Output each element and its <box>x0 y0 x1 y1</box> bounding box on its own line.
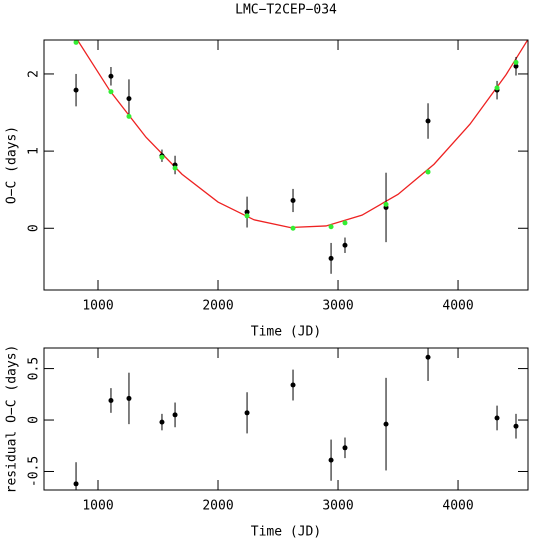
point <box>290 382 296 388</box>
point <box>328 457 334 463</box>
y-tick-label: 0 <box>27 224 42 232</box>
point <box>328 224 334 230</box>
point <box>425 118 431 124</box>
point <box>244 213 250 219</box>
axes-frame <box>43 347 529 491</box>
y-axis-label: O−C (days) <box>5 126 20 204</box>
x-tick-label: 3000 <box>322 299 353 314</box>
point <box>244 410 250 416</box>
x-tick-label: 3000 <box>322 499 353 514</box>
point <box>425 354 431 360</box>
point <box>494 85 500 91</box>
point <box>126 96 132 102</box>
x-tick-label: 4000 <box>442 299 473 314</box>
y-tick-label: 2 <box>27 70 42 78</box>
x-tick-label: 2000 <box>202 499 233 514</box>
y-tick-label: 0.5 <box>27 357 42 380</box>
plot-area <box>73 348 519 490</box>
y-tick-label: 0 <box>27 416 42 424</box>
y-axis-label: residual O−C (days) <box>5 345 20 494</box>
point <box>108 73 114 79</box>
point <box>108 397 114 403</box>
y-tick-label: 1 <box>27 147 42 155</box>
x-tick-label: 2000 <box>202 299 233 314</box>
x-tick-label: 1000 <box>82 299 113 314</box>
point <box>126 395 132 401</box>
point <box>425 169 431 175</box>
point <box>513 59 519 65</box>
point <box>73 87 79 93</box>
plot-area <box>73 40 528 274</box>
point <box>342 220 348 226</box>
x-axis-label: Time (JD) <box>251 325 321 340</box>
point <box>494 415 500 421</box>
point <box>73 40 79 45</box>
point <box>383 421 389 427</box>
chart-title: LMC−T2CEP−034 <box>235 3 337 18</box>
point <box>172 412 178 418</box>
point <box>513 423 519 429</box>
point <box>342 242 348 248</box>
point <box>126 113 132 119</box>
point <box>513 63 519 69</box>
point <box>159 154 165 160</box>
point <box>73 481 79 487</box>
y-tick-label: -0.5 <box>27 456 42 487</box>
point <box>290 197 296 203</box>
point <box>290 225 296 231</box>
point <box>159 419 165 425</box>
x-axis-label: Time (JD) <box>251 525 321 540</box>
axes-frame <box>43 39 529 291</box>
point <box>342 445 348 451</box>
x-tick-label: 4000 <box>442 499 473 514</box>
x-tick-label: 1000 <box>82 499 113 514</box>
point <box>244 209 250 215</box>
point <box>108 89 114 95</box>
point <box>383 201 389 207</box>
fit-curve <box>76 40 528 229</box>
point <box>328 255 334 261</box>
point <box>172 165 178 171</box>
